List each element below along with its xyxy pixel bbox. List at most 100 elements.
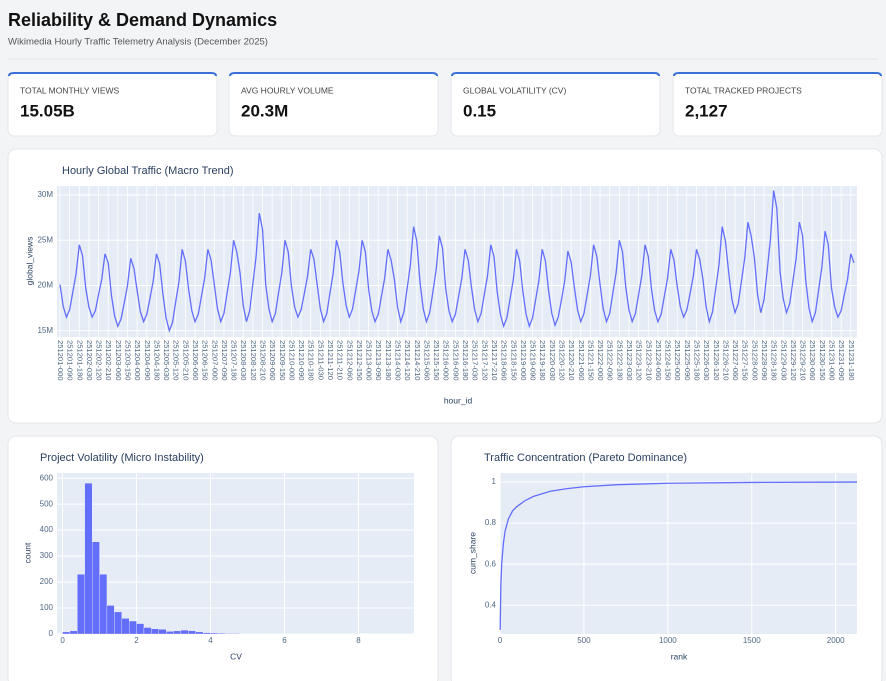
kpi-accent [673, 72, 882, 77]
y-tick-label: 100 [40, 603, 54, 612]
x-tick-label: 251205-120 [172, 340, 181, 381]
x-tick-label: 251212-060 [345, 340, 354, 381]
y-tick-label: 25M [37, 235, 53, 244]
x-tick-label: 251231-090 [837, 340, 846, 381]
x-tick-label: 251217-210 [490, 340, 499, 381]
x-tick-label: 1500 [743, 636, 761, 645]
bar [121, 618, 130, 635]
x-tick-label: 251206-060 [191, 340, 200, 381]
x-tick-label: 6 [282, 636, 287, 645]
x-tick-label: 251219-090 [529, 340, 538, 381]
y-tick-label: 0.4 [485, 600, 497, 609]
x-tick-label: 251230-150 [818, 340, 827, 381]
y-tick-label: 0 [49, 629, 54, 638]
x-tick-label: 251229-210 [799, 340, 808, 381]
bar [114, 611, 122, 635]
bar [202, 632, 211, 635]
x-tick-label: 251216-000 [442, 340, 451, 381]
bar [210, 632, 219, 635]
x-tick-label: 251210-000 [287, 340, 296, 381]
x-tick-label: 251204-000 [133, 340, 142, 381]
y-axis-title: global_views [24, 237, 34, 286]
bar [165, 631, 174, 635]
bar [232, 633, 241, 635]
x-tick-label: 251211-030 [316, 340, 325, 380]
y-tick-label: 300 [40, 551, 54, 560]
x-tick-label: 251215-150 [432, 340, 441, 381]
chart-title: Hourly Global Traffic (Macro Trend) [62, 165, 234, 177]
x-tick-label: 251204-180 [152, 340, 161, 381]
x-tick-label: 251208-120 [249, 340, 258, 381]
bar [128, 620, 137, 635]
x-tick-label: 251226-030 [702, 340, 711, 381]
x-tick-label: 251225-180 [692, 340, 701, 381]
x-tick-label: 251228-180 [770, 340, 779, 381]
kpi-label: GLOBAL VOLATILITY (CV) [463, 85, 566, 95]
x-tick-label: 251205-030 [162, 340, 171, 381]
y-tick-label: 500 [40, 499, 54, 508]
x-tick-label: 251228-090 [760, 340, 769, 381]
y-axis-title: cum_share [467, 532, 477, 574]
x-tick-label: 2000 [827, 636, 845, 645]
x-tick-label: 251219-180 [538, 340, 547, 381]
x-tick-label: 500 [577, 636, 591, 645]
x-tick-label: 251205-210 [181, 340, 190, 381]
y-tick-label: 15M [37, 326, 53, 335]
x-tick-label: 251223-120 [635, 340, 644, 381]
bar [136, 623, 145, 635]
x-tick-label: 251227-150 [741, 340, 750, 381]
x-tick-label: 251207-000 [210, 340, 219, 381]
x-tick-label: 251220-210 [567, 340, 576, 381]
x-tick-label: 251203-150 [124, 340, 133, 381]
line [499, 481, 858, 630]
y-tick-label: 0.6 [485, 559, 497, 568]
x-tick-label: 251229-030 [779, 340, 788, 381]
bar [77, 574, 85, 635]
x-tick-label: 251223-030 [625, 340, 634, 381]
x-tick-label: 251214-120 [403, 340, 412, 381]
x-tick-label: 251217-030 [471, 340, 480, 381]
x-tick-label: 251222-180 [615, 340, 624, 381]
kpi-label: TOTAL TRACKED PROJECTS [685, 85, 802, 95]
x-tick-label: 251219-000 [519, 340, 528, 381]
x-tick-label: 251210-090 [297, 340, 306, 381]
page-subtitle: Wikimedia Hourly Traffic Telemetry Analy… [8, 37, 268, 48]
kpi-accent [8, 72, 217, 77]
x-tick-label: 251211-120 [326, 340, 335, 380]
kpi-value: 0.15 [463, 101, 496, 120]
plot-area [500, 473, 857, 634]
x-tick-label: 251214-210 [413, 340, 422, 381]
x-tick-label: 251231-000 [827, 340, 836, 381]
x-tick-label: 251203-060 [114, 340, 123, 381]
kpi-value: 2,127 [685, 101, 728, 120]
y-tick-label: 30M [37, 190, 53, 199]
x-tick-label: 251218-060 [500, 340, 509, 381]
y-tick-label: 0.8 [485, 518, 497, 527]
x-tick-label: 251224-060 [654, 340, 663, 381]
x-tick-label: 251213-180 [384, 340, 393, 381]
bar [84, 482, 93, 635]
x-tick-label: 251220-120 [557, 340, 566, 381]
bar [225, 633, 233, 635]
x-tick-label: 251221-150 [586, 340, 595, 381]
x-tick-label: 8 [356, 636, 361, 645]
x-tick-label: 251221-060 [577, 340, 586, 381]
y-tick-label: 20M [37, 281, 53, 290]
page-title: Reliability & Demand Dynamics [8, 10, 277, 30]
y-tick-label: 600 [40, 473, 54, 482]
bar [180, 629, 189, 635]
bar [195, 631, 204, 635]
kpi-label: AVG HOURLY VOLUME [241, 85, 334, 95]
x-tick-label: 251209-150 [278, 340, 287, 381]
x-tick-label: 251222-000 [596, 340, 605, 381]
x-tick-label: 251202-120 [95, 340, 104, 381]
x-axis-title: CV [230, 651, 242, 661]
x-tick-label: 251225-090 [683, 340, 692, 381]
x-tick-label: 251201-000 [56, 340, 65, 381]
bar [158, 629, 167, 635]
x-tick-label: 251218-150 [509, 340, 518, 381]
x-tick-label: 251208-210 [259, 340, 268, 381]
bar [217, 633, 226, 635]
bar [173, 630, 182, 635]
